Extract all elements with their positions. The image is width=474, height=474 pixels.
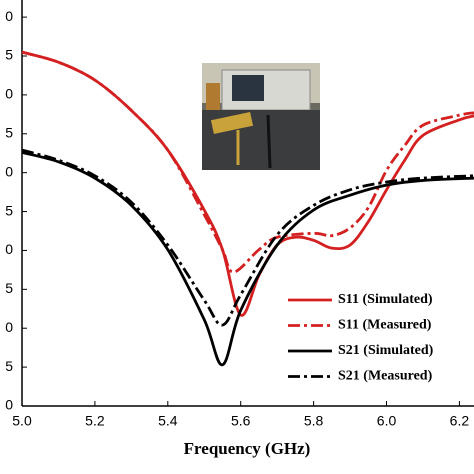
y-tick-label: 0 [5,163,13,179]
legend-label: S11 (Simulated) [338,292,433,307]
x-tick-label: 5.4 [158,413,178,429]
inset-photo [202,63,320,170]
x-tick-label: 5.6 [231,413,251,429]
y-tick-label: 5 [5,202,13,218]
legend-label: S21 (Measured) [338,369,433,384]
series-line [21,151,474,367]
y-tick-label: 5 [5,280,13,296]
y-tick-label: 5 [5,47,13,63]
x-tick-label: 6.0 [377,413,397,429]
x-tick-label: 5.8 [304,413,324,429]
y-tick-label: 0 [5,8,13,24]
x-tick-label: 5.2 [85,413,105,429]
series-line [21,50,474,274]
x-tick-label: 6.2 [450,413,470,429]
x-axis-label: Frequency (GHz) [184,439,311,458]
legend-label: S11 (Measured) [338,318,432,333]
y-tick-label: 0 [5,241,13,257]
y-tick-label: 0 [5,86,13,102]
y-tick-label: 0 [5,397,13,413]
y-tick-label: 5 [5,124,13,140]
y-tick-label: 5 [5,358,13,374]
legend-label: S21 (Simulated) [338,343,434,358]
y-tick-label: 0 [5,319,13,335]
x-tick-label: 5.0 [12,413,32,429]
